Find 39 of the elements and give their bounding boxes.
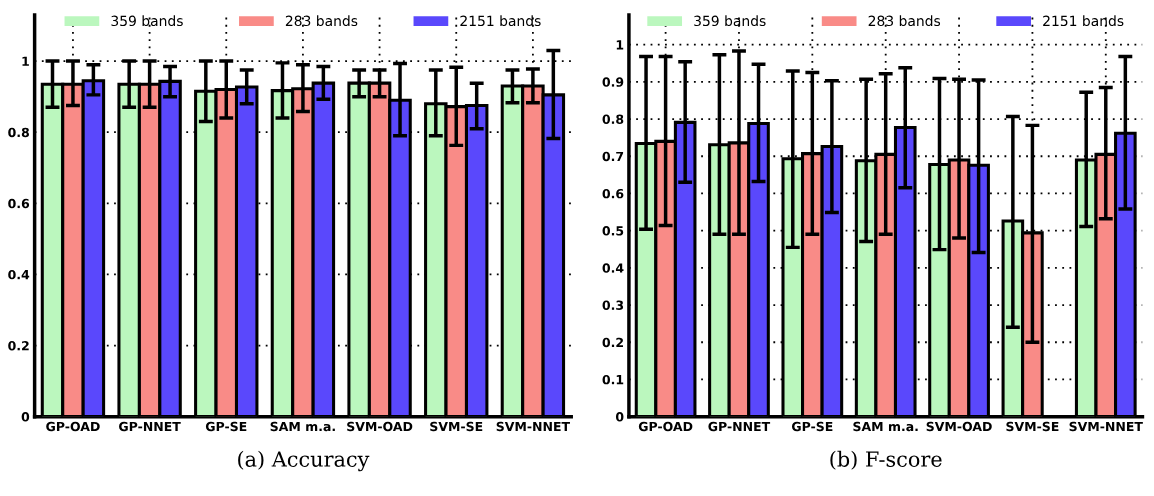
- x-tick-label: SVM-SE: [1006, 421, 1059, 432]
- legend-label: 2151 bands: [460, 15, 541, 27]
- text: (b) F-score: [830, 450, 942, 470]
- y-tick-label: 0.9: [602, 77, 624, 87]
- y-tick-label: 0.5: [602, 226, 624, 236]
- y-tick-label: 0.1: [602, 374, 624, 385]
- x-tick-label: GP-OAD: [638, 421, 693, 432]
- x-tick-label: GP-SE: [205, 421, 247, 432]
- y-tick-label: 0: [21, 412, 30, 422]
- y-tick-label: 0.2: [602, 337, 623, 348]
- y-tick-label: 1: [22, 56, 29, 66]
- y-tick-label: 0.8: [602, 114, 624, 124]
- x-tick-label: GP-SE: [791, 421, 833, 432]
- text: (a) Accuracy: [238, 450, 370, 472]
- y-tick-label: 0.8: [8, 127, 29, 138]
- legend-label: 359 bands: [694, 15, 766, 27]
- y-tick-label: 0.6: [602, 188, 624, 199]
- x-tick-label: GP-NNET: [708, 421, 771, 432]
- x-tick-label: GP-OAD: [46, 421, 100, 432]
- y-tick-label: 1: [616, 40, 624, 50]
- x-tick-label: SVM-OAD: [926, 421, 992, 432]
- legend-label: 359 bands: [111, 15, 183, 27]
- legend-label: 283 bands: [868, 15, 941, 27]
- legend-label: 283 bands: [285, 15, 358, 27]
- y-tick-label: 0.7: [602, 151, 624, 162]
- legend-label: 2151 bands: [1043, 15, 1124, 27]
- y-tick-label: 0.6: [8, 198, 30, 209]
- x-tick-label: SVM-NNET: [1069, 421, 1143, 432]
- x-tick-label: SVM-NNET: [496, 421, 570, 432]
- y-tick-label: 0.2: [8, 341, 29, 351]
- x-tick-label: SAM m.a.: [270, 421, 335, 432]
- y-tick-label: 0: [615, 412, 624, 422]
- y-tick-label: 0.4: [602, 263, 624, 273]
- x-tick-label: GP-NNET: [119, 421, 181, 432]
- x-tick-label: SAM m.a.: [853, 421, 918, 432]
- y-tick-label: 0.3: [602, 300, 624, 310]
- x-tick-label: SVM-SE: [430, 421, 483, 432]
- x-tick-label: SVM-OAD: [347, 421, 413, 432]
- y-tick-label: 0.4: [8, 269, 30, 280]
